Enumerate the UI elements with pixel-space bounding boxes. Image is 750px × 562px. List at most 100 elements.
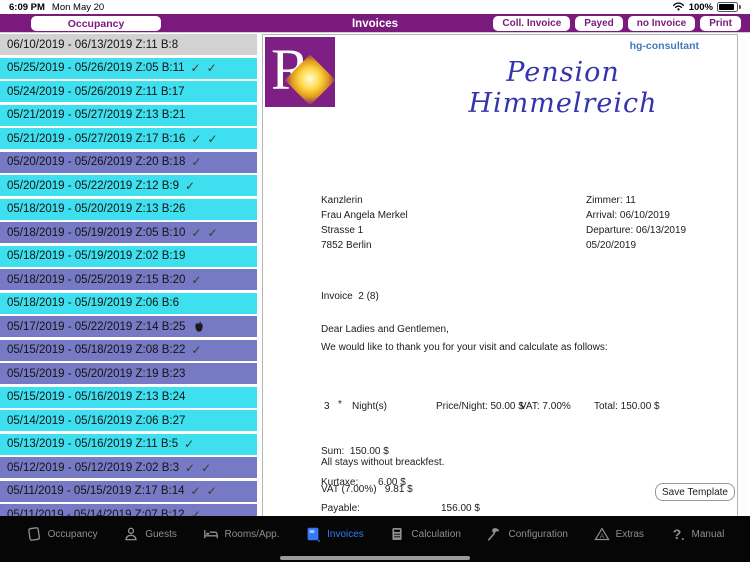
vat-line: VAT (7.00%) 9.81 $	[321, 483, 413, 495]
tab-guests[interactable]: Guests	[123, 526, 177, 542]
tab-calculation[interactable]: Calculation	[389, 526, 461, 542]
item-total: Total: 150.00 $	[594, 401, 660, 412]
save-template-button[interactable]: Save Template	[655, 483, 735, 501]
booking-label: 05/11/2019 - 05/14/2019 Z:07 B:12	[7, 508, 185, 518]
list-item[interactable]: 05/20/2019 - 05/22/2019 Z:12 B:9 ✓	[0, 175, 257, 196]
list-item[interactable]: 05/21/2019 - 05/27/2019 Z:13 B:21	[0, 104, 257, 126]
list-item[interactable]: 05/14/2019 - 05/16/2019 Z:06 B:27	[0, 410, 257, 431]
list-item[interactable]: 05/18/2019 - 05/20/2019 Z:13 B:26	[0, 198, 257, 220]
list-item[interactable]: 05/15/2019 - 05/16/2019 Z:13 B:24	[0, 386, 257, 408]
tab-manual[interactable]: ? Manual	[670, 526, 725, 542]
booking-label: 05/17/2019 - 05/22/2019 Z:14 B:25	[7, 320, 186, 333]
tab-label: Invoices	[327, 528, 364, 540]
booking-label: 05/18/2019 - 05/19/2019 Z:06 B:6	[7, 297, 179, 309]
checkmark-icon: ✓	[191, 225, 202, 240]
booking-label: 05/12/2019 - 05/12/2019 Z:02 B:3	[7, 461, 179, 474]
hammer-icon	[486, 526, 502, 542]
question-mark-icon: ?	[670, 526, 686, 542]
booking-label: 05/20/2019 - 05/22/2019 Z:12 B:9	[7, 179, 179, 192]
checkmark-icon: ✓	[191, 155, 202, 169]
address-line: Strasse 1	[321, 225, 364, 236]
list-item[interactable]: 05/18/2019 - 05/19/2019 Z:02 B:19	[0, 245, 257, 267]
booking-label: 05/11/2019 - 05/15/2019 Z:17 B:14	[7, 485, 185, 497]
kurtaxe-label: Kurtaxe:	[321, 477, 359, 488]
checkmark-icon: ✓	[185, 460, 196, 475]
address-line: Frau Angela Merkel	[321, 210, 408, 221]
tab-occupancy[interactable]: Occupancy	[26, 526, 98, 542]
tab-label: Extras	[615, 528, 644, 540]
list-item[interactable]: 05/15/2019 - 05/20/2019 Z:19 B:23	[0, 363, 257, 384]
flipchart-icon	[26, 526, 42, 542]
list-item[interactable]: 05/18/2019 - 05/19/2019 Z:05 B:10 ✓ ✓	[0, 222, 257, 243]
booking-label: 05/18/2019 - 05/20/2019 Z:13 B:26	[7, 203, 186, 215]
checkmark-icon: ✓	[191, 272, 202, 287]
booking-label: 05/13/2019 - 05/16/2019 Z:11 B:5	[7, 438, 179, 450]
booking-label: 05/24/2019 - 05/26/2019 Z:11 B:17	[7, 85, 185, 98]
breakfast-note: All stays without breackfest.	[321, 457, 445, 468]
list-item[interactable]: 05/13/2019 - 05/16/2019 Z:11 B:5 ✓	[0, 433, 257, 455]
invoice-preview: R hg-consultant Pension Himmelreich Kanz…	[262, 34, 738, 532]
list-item[interactable]: 05/20/2019 - 05/26/2019 Z:20 B:18 ✓	[0, 151, 257, 173]
list-item[interactable]: 05/12/2019 - 05/12/2019 Z:02 B:3 ✓ ✓	[0, 457, 257, 478]
checkmark-icon: ✓	[185, 178, 196, 193]
list-item[interactable]: 05/24/2019 - 05/26/2019 Z:11 B:17	[0, 81, 257, 102]
pension-title: Pension Himmelreich	[468, 57, 658, 119]
home-indicator[interactable]	[280, 556, 470, 560]
item-vat: VAT: 7.00%	[520, 401, 571, 412]
list-item[interactable]: 06/10/2019 - 06/13/2019 Z:11 B:8	[0, 34, 257, 55]
list-item[interactable]: 05/11/2019 - 05/14/2019 Z:07 B:12 ✓	[0, 504, 257, 517]
detail-line: Arrival: 06/10/2019	[586, 210, 670, 221]
tab-label: Manual	[691, 528, 725, 540]
address-line: 7852 Berlin	[321, 240, 372, 251]
checkmark-icon: ✓	[207, 225, 218, 240]
booking-label: 05/18/2019 - 05/25/2019 Z:15 B:20	[7, 273, 186, 286]
page-title: Invoices	[351, 17, 399, 30]
item-star: *	[338, 399, 342, 410]
occupancy-back-button[interactable]: Occupancy	[31, 16, 161, 31]
tab-label: Configuration	[508, 528, 568, 540]
payable-label: Payable:	[321, 503, 360, 514]
tab-label: Rooms/App.	[224, 528, 280, 540]
list-item[interactable]: 05/21/2019 - 05/27/2019 Z:17 B:16 ✓ ✓	[0, 128, 257, 149]
list-item[interactable]: 05/18/2019 - 05/25/2019 Z:15 B:20 ✓	[0, 269, 257, 290]
payable-value: 156.00 $	[441, 503, 480, 514]
booking-label: 05/21/2019 - 05/27/2019 Z:17 B:16	[7, 132, 186, 145]
list-item[interactable]: 05/15/2019 - 05/18/2019 Z:08 B:22 ✓	[0, 339, 257, 361]
checkmark-icon: ✓	[206, 484, 217, 498]
checkmark-icon: ✓	[190, 61, 201, 75]
date: Mon May 20	[51, 1, 105, 13]
print-button[interactable]: Print	[700, 16, 741, 31]
battery-icon	[717, 2, 741, 12]
checkmark-icon: ✓	[184, 437, 195, 451]
tab-extras[interactable]: A Extras	[593, 526, 644, 542]
item-price: Price/Night: 50.00 $	[436, 401, 524, 412]
navbar-actions: Coll. Invoice Payed no Invoice Print	[493, 16, 741, 31]
salutation: Dear Ladies and Gentlemen,	[321, 324, 449, 335]
no-invoice-button[interactable]: no Invoice	[627, 16, 696, 31]
wifi-icon	[672, 1, 685, 14]
invoice-icon	[305, 526, 321, 542]
list-item[interactable]: 05/17/2019 - 05/22/2019 Z:14 B:25	[0, 316, 257, 337]
tab-rooms-app[interactable]: Rooms/App.	[203, 526, 280, 542]
payed-button[interactable]: Payed	[575, 16, 623, 31]
bed-icon	[203, 526, 219, 542]
status-right: 100%	[672, 1, 741, 14]
booking-label: 05/21/2019 - 05/27/2019 Z:13 B:21	[7, 109, 186, 121]
intro-line: We would like to thank you for your visi…	[321, 342, 608, 353]
address-line: Kanzlerin	[321, 195, 363, 206]
tab-configuration[interactable]: Configuration	[486, 526, 568, 542]
booking-list[interactable]: 06/10/2019 - 06/13/2019 Z:11 B:8 05/25/20…	[0, 34, 257, 517]
booking-label: 05/20/2019 - 05/26/2019 Z:20 B:18	[7, 156, 186, 168]
list-item[interactable]: 05/18/2019 - 05/19/2019 Z:06 B:6	[0, 292, 257, 314]
tab-label: Calculation	[411, 528, 461, 540]
list-item[interactable]: 05/11/2019 - 05/15/2019 Z:17 B:14 ✓ ✓	[0, 480, 257, 502]
booking-label: 05/18/2019 - 05/19/2019 Z:05 B:10	[7, 226, 186, 239]
checkmark-icon: ✓	[206, 61, 217, 75]
tab-bar: Occupancy Guests Rooms/App. Invoices Calcula…	[0, 516, 750, 562]
coll-invoice-button[interactable]: Coll. Invoice	[493, 16, 571, 31]
svg-text:A: A	[599, 533, 604, 540]
tab-invoices[interactable]: Invoices	[305, 526, 364, 542]
checkmark-icon: ✓	[190, 484, 201, 498]
list-item[interactable]: 05/25/2019 - 05/26/2019 Z:05 B:11 ✓ ✓	[0, 57, 257, 79]
